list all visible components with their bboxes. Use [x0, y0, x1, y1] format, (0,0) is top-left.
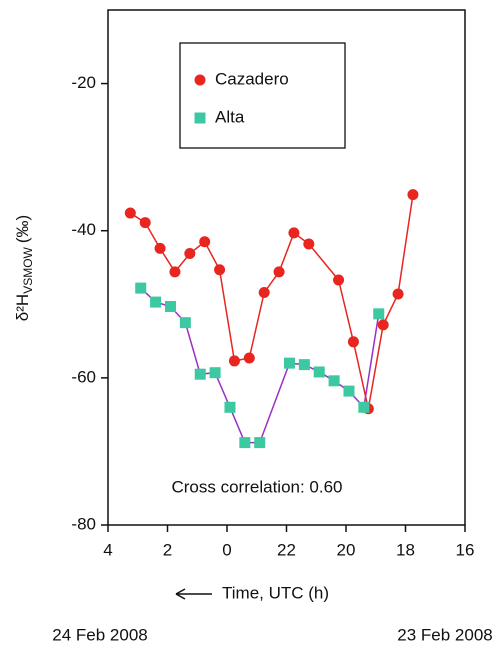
legend-box: [179, 42, 346, 149]
data-point: [214, 264, 226, 276]
data-point: [283, 357, 295, 369]
data-point: [150, 296, 162, 308]
y-tick-label: -60: [71, 367, 96, 386]
x-axis-label: Time, UTC (h): [222, 583, 329, 602]
legend-marker: [194, 112, 206, 124]
data-point: [154, 242, 166, 254]
data-point: [254, 437, 266, 449]
data-point: [298, 359, 310, 371]
data-point: [139, 217, 151, 229]
data-point: [164, 300, 176, 312]
data-point: [258, 287, 270, 299]
series-line: [140, 287, 380, 444]
data-point: [194, 368, 206, 380]
data-point: [328, 375, 340, 387]
data-point: [169, 266, 181, 278]
data-point: [135, 282, 147, 294]
data-point: [243, 352, 255, 364]
data-point: [303, 238, 315, 250]
data-point: [392, 288, 404, 300]
x-tick-label: 22: [277, 540, 296, 559]
data-point: [347, 336, 359, 348]
data-point: [313, 366, 325, 378]
data-point: [377, 319, 389, 331]
y-axis-label: δ²HVSMOW (‰): [13, 215, 35, 321]
y-tick-label: -80: [71, 514, 96, 533]
data-point: [407, 189, 419, 201]
data-point: [228, 355, 240, 367]
annotation: Cross correlation: 0.60: [171, 477, 342, 496]
data-point: [358, 401, 370, 413]
x-tick-label: 20: [337, 540, 356, 559]
data-point: [343, 385, 355, 397]
data-point: [239, 437, 251, 449]
x-tick-label: 2: [163, 540, 172, 559]
data-point: [179, 317, 191, 329]
data-point: [209, 367, 221, 379]
legend-marker: [194, 74, 206, 86]
data-point: [224, 401, 236, 413]
x-tick-label: 18: [396, 540, 415, 559]
data-point: [373, 308, 385, 320]
data-point: [184, 248, 196, 260]
arrow-head: [175, 588, 186, 600]
data-point: [199, 236, 211, 248]
y-label-unit: (‰): [13, 215, 32, 243]
y-label-sub: VSMOW: [21, 246, 35, 293]
legend-label: Alta: [215, 107, 245, 126]
x-tick-label: 16: [456, 540, 475, 559]
legend-label: Cazadero: [215, 69, 289, 88]
x-tick-label: 0: [222, 540, 231, 559]
date-label: 23 Feb 2008: [397, 625, 492, 644]
data-point: [333, 274, 345, 286]
data-point: [124, 207, 136, 219]
data-point: [273, 266, 285, 278]
date-label: 24 Feb 2008: [52, 625, 147, 644]
data-point: [288, 227, 300, 239]
x-tick-label: 4: [103, 540, 112, 559]
y-label-main: δ²H: [13, 294, 32, 321]
y-tick-label: -20: [71, 73, 96, 92]
y-tick-label: -40: [71, 220, 96, 239]
